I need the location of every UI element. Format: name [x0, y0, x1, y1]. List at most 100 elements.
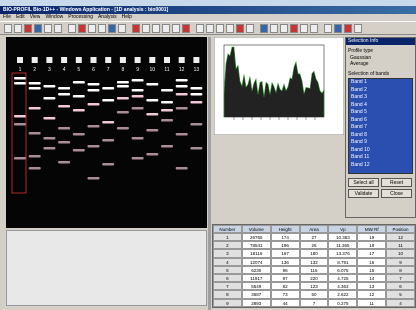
gel-band [161, 101, 173, 104]
list-item[interactable]: Band 10 [349, 147, 412, 155]
lane-marker [61, 57, 67, 63]
lane-label: 13 [194, 67, 200, 73]
tool-button[interactable] [310, 24, 318, 33]
tool-button[interactable] [88, 24, 96, 33]
gel-band [14, 115, 26, 118]
menu-item[interactable]: Edit [16, 14, 25, 21]
tool-button[interactable] [54, 24, 62, 33]
tool-button[interactable] [182, 24, 190, 33]
tool-button[interactable] [24, 24, 32, 33]
list-item[interactable]: Band 8 [349, 132, 412, 140]
button[interactable]: Select all [348, 178, 379, 187]
tool-button[interactable] [270, 24, 278, 33]
gel-band [88, 145, 100, 148]
lane-marker [91, 57, 97, 63]
table-cell: 3 [213, 249, 242, 257]
button[interactable]: Validate [348, 189, 379, 198]
app-window: BIO-PROFIL Bio-1D++ - Windows Applicatio… [0, 6, 416, 310]
options: GaussianAverage [350, 55, 415, 67]
table-cell: 73 [271, 290, 300, 298]
tool-button[interactable] [14, 24, 22, 33]
tool-button[interactable] [280, 24, 288, 33]
tool-button[interactable] [206, 24, 214, 33]
menu-item[interactable]: Processing [68, 14, 93, 21]
tool-button[interactable] [162, 24, 170, 33]
gel-band [102, 163, 114, 166]
menu-item[interactable]: Analysis [98, 14, 117, 21]
tool-button[interactable] [4, 24, 12, 33]
gel-band [132, 157, 144, 160]
table-cell: 123 [300, 282, 329, 290]
tool-button[interactable] [108, 24, 116, 33]
tool-button[interactable] [196, 24, 204, 33]
table-cell: 196 [271, 241, 300, 249]
tool-button[interactable] [132, 24, 140, 33]
tool-button[interactable] [290, 24, 298, 33]
radio-option[interactable]: Average [350, 61, 415, 67]
tool-button[interactable] [34, 24, 42, 33]
tool-button[interactable] [118, 24, 126, 33]
table-cell: 5 [386, 290, 415, 298]
table-cell: 10 [386, 249, 415, 257]
list-item[interactable]: Band 11 [349, 154, 412, 162]
lane-label: 10 [150, 67, 156, 73]
list-item[interactable]: Band 6 [349, 117, 412, 125]
tool-button[interactable] [68, 24, 76, 33]
menu-item[interactable]: Help [122, 14, 132, 21]
table-cell: 7 [386, 274, 415, 282]
list-item[interactable]: Band 5 [349, 109, 412, 117]
gel-band [88, 103, 100, 106]
lane-marker [164, 57, 170, 63]
menu-item[interactable]: Window [45, 14, 63, 21]
table-cell: 8 [386, 266, 415, 274]
table-cell: 174 [271, 233, 300, 241]
splitter [208, 37, 211, 310]
tool-button[interactable] [216, 24, 224, 33]
table-cell: 115 [300, 266, 329, 274]
tool-button[interactable] [334, 24, 342, 33]
tool-button[interactable] [344, 24, 352, 33]
list-item[interactable]: Band 2 [349, 87, 412, 95]
list-item[interactable]: Band 9 [349, 139, 412, 147]
screen: BIO-PROFIL Bio-1D++ - Windows Applicatio… [0, 0, 416, 310]
tool-button[interactable] [324, 24, 332, 33]
list-item[interactable]: Band 12 [349, 162, 412, 170]
gel-band [146, 113, 158, 116]
table-cell: 10.363 [328, 233, 357, 241]
tool-button[interactable] [142, 24, 150, 33]
header-cell: Volume [242, 225, 271, 233]
lane-marker [149, 57, 155, 63]
gel-band [102, 99, 114, 102]
table-cell: 96 [271, 266, 300, 274]
tool-button[interactable] [260, 24, 268, 33]
gel-band [117, 81, 129, 84]
tool-button[interactable] [236, 24, 244, 33]
list-item[interactable]: Band 1 [349, 79, 412, 87]
tool-button[interactable] [152, 24, 160, 33]
list-item[interactable]: Band 4 [349, 102, 412, 110]
list-item[interactable]: Band 3 [349, 94, 412, 102]
menu-item[interactable]: File [3, 14, 11, 21]
tool-button[interactable] [98, 24, 106, 33]
lane-label: 8 [122, 67, 125, 73]
tool-button[interactable] [246, 24, 254, 33]
list-item[interactable]: Band 7 [349, 124, 412, 132]
gel-band [102, 121, 114, 124]
tool-button[interactable] [354, 24, 362, 33]
tool-button[interactable] [44, 24, 52, 33]
button[interactable]: Reset [381, 178, 412, 187]
tool-button[interactable] [172, 24, 180, 33]
lane-label: 4 [63, 67, 66, 73]
gel-band [88, 83, 100, 86]
menu-item[interactable]: View [30, 14, 41, 21]
tool-button[interactable] [78, 24, 86, 33]
button[interactable]: Close [381, 189, 412, 198]
gel-band [29, 107, 41, 110]
tool-button[interactable] [300, 24, 308, 33]
tool-button[interactable] [226, 24, 234, 33]
gel-band [73, 133, 85, 136]
gel-band [43, 117, 55, 120]
table-cell: 44 [271, 299, 300, 307]
table-cell: 11 [386, 241, 415, 249]
